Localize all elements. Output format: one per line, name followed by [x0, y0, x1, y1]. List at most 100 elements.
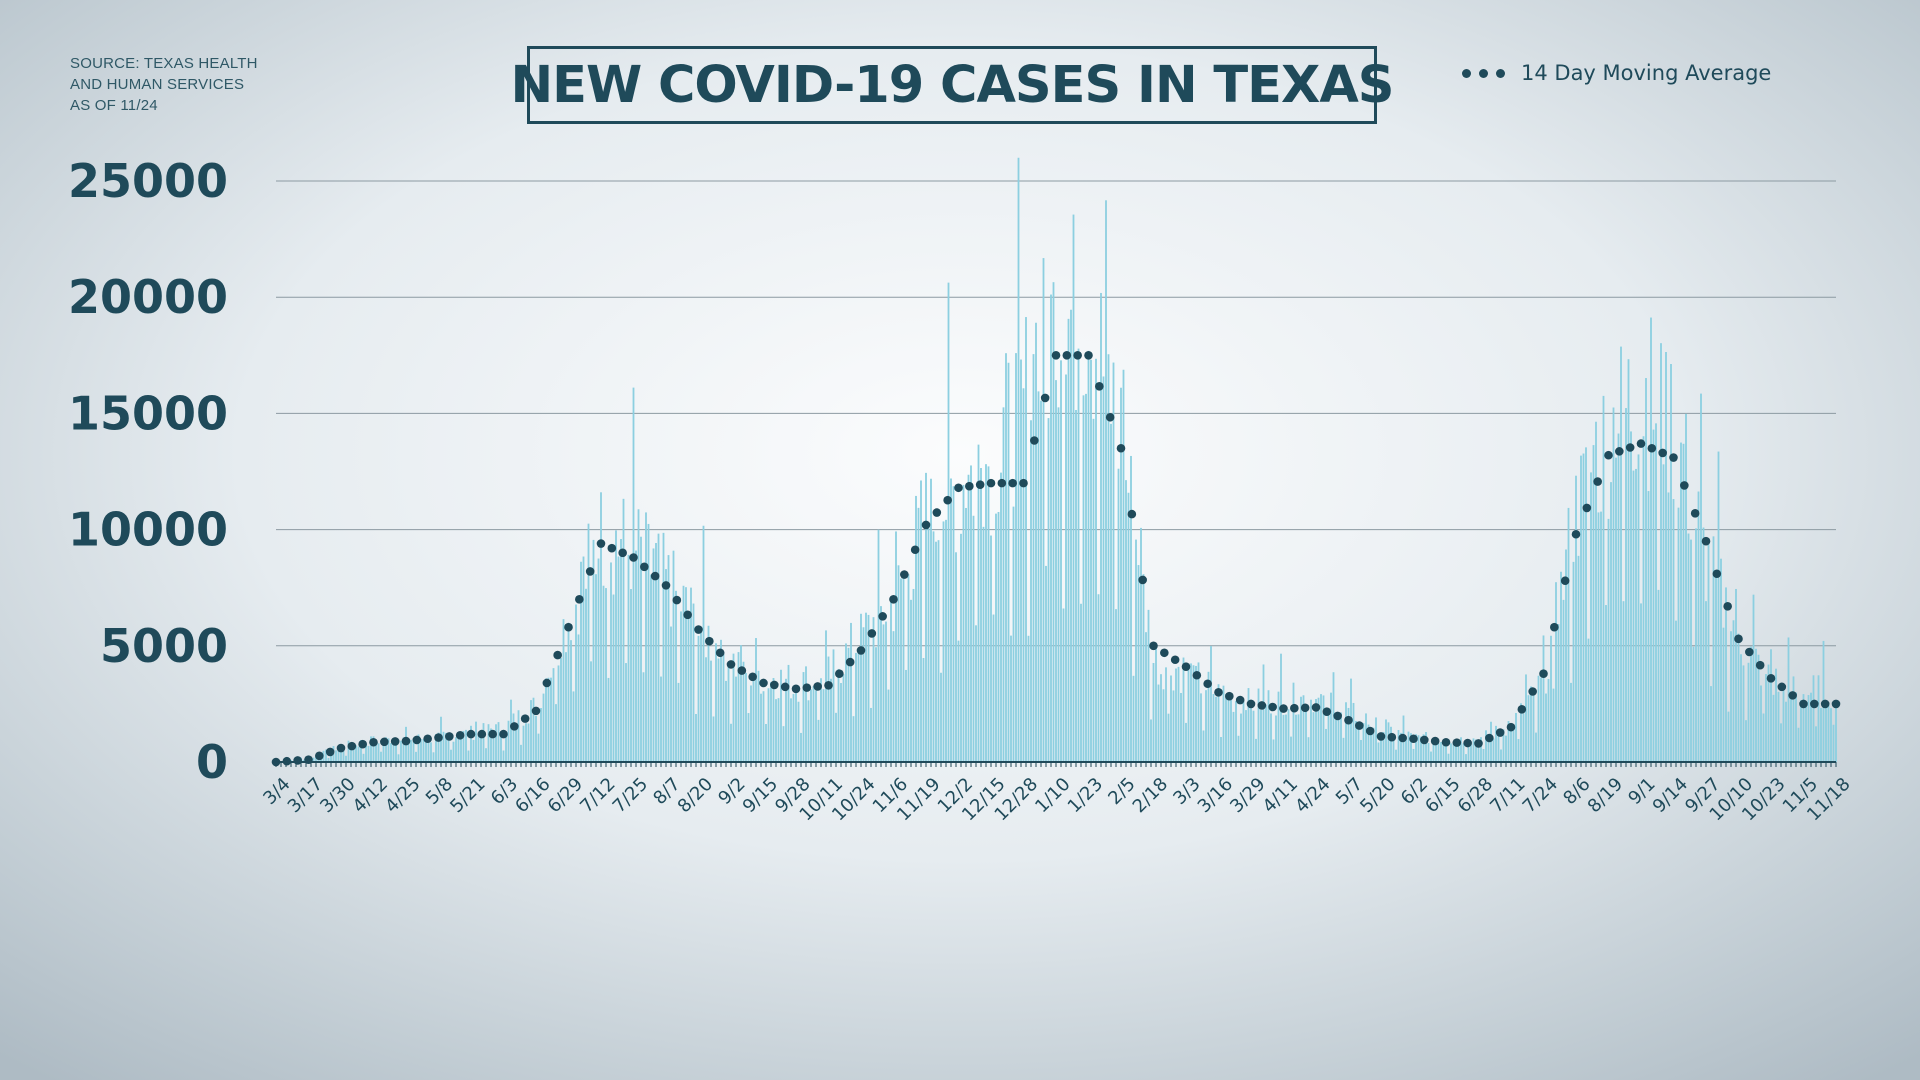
daily-bar	[1530, 686, 1532, 762]
moving-average-point	[390, 737, 400, 746]
daily-bar	[1007, 362, 1010, 762]
daily-bar	[1662, 464, 1665, 762]
moving-average-point	[380, 737, 389, 747]
daily-bar	[982, 526, 985, 762]
daily-bar	[1445, 743, 1447, 762]
daily-bar	[1685, 413, 1687, 762]
moving-average-point	[900, 570, 909, 579]
daily-bar	[1220, 737, 1222, 762]
daily-bar	[595, 574, 597, 762]
daily-bar	[1567, 507, 1570, 762]
daily-bar	[1165, 667, 1167, 762]
daily-bar	[1382, 732, 1385, 762]
daily-bar	[527, 723, 530, 762]
daily-bar	[547, 677, 550, 762]
moving-average-point	[705, 636, 714, 646]
daily-bar	[1697, 491, 1700, 762]
daily-bar	[1762, 713, 1765, 762]
daily-bar	[1442, 742, 1445, 762]
daily-bar	[572, 691, 575, 762]
daily-bar	[710, 660, 712, 762]
daily-bar	[1572, 561, 1575, 762]
daily-bar	[1450, 743, 1452, 762]
daily-bar	[1112, 362, 1115, 762]
daily-bar	[1645, 378, 1647, 762]
daily-bar	[1695, 528, 1697, 762]
daily-bar	[1730, 631, 1732, 762]
daily-bar	[1682, 443, 1685, 762]
daily-bar	[777, 698, 780, 762]
daily-bar	[1650, 317, 1652, 762]
daily-bar	[1145, 632, 1147, 762]
daily-bar	[660, 676, 662, 762]
moving-average-point	[650, 571, 660, 581]
x-tick-label: 4/25	[381, 774, 424, 817]
daily-bar	[1322, 695, 1325, 762]
daily-bar	[940, 672, 942, 762]
daily-bar	[1285, 714, 1287, 762]
daily-bar	[1222, 685, 1225, 762]
daily-bar	[1255, 738, 1257, 762]
daily-bar	[1427, 742, 1430, 762]
daily-bar	[1570, 682, 1572, 762]
moving-average-point	[791, 684, 801, 694]
moving-average-point	[369, 737, 378, 747]
moving-average-point	[1636, 439, 1646, 448]
daily-bar	[967, 474, 970, 762]
daily-bar	[1422, 734, 1425, 762]
moving-average-point	[1615, 447, 1624, 456]
daily-bar	[515, 725, 517, 762]
daily-bar	[1250, 699, 1252, 762]
moving-average-point	[780, 682, 790, 692]
daily-bar	[907, 574, 910, 762]
x-tick-label: 3/16	[1194, 774, 1237, 817]
daily-bar	[752, 678, 755, 762]
daily-bar	[1150, 719, 1152, 762]
daily-bar	[1245, 710, 1247, 762]
moving-average-point	[477, 729, 487, 739]
daily-bar	[1197, 662, 1200, 762]
daily-bar	[540, 707, 542, 762]
daily-bar	[805, 666, 807, 762]
daily-bar	[1510, 723, 1512, 762]
moving-average-point	[488, 729, 497, 739]
x-tick-label: 1/23	[1064, 774, 1107, 817]
chart-title-box: NEW COVID-19 CASES IN TEXAS	[510, 46, 1395, 124]
moving-average-point	[542, 678, 552, 688]
daily-bar	[1342, 737, 1345, 762]
daily-bar	[1387, 722, 1390, 762]
moving-average-point	[1831, 699, 1841, 709]
daily-bar	[420, 739, 422, 762]
daily-bar	[335, 750, 337, 762]
daily-bar	[1207, 671, 1210, 762]
daily-bar	[1417, 735, 1420, 762]
daily-bar	[1735, 588, 1737, 762]
moving-average-point	[434, 733, 443, 742]
moving-average-point	[1550, 622, 1559, 632]
daily-bar	[1522, 713, 1525, 762]
daily-bar	[1390, 726, 1392, 762]
source-line-1: SOURCE: TEXAS HEALTH	[70, 55, 258, 72]
daily-bar	[740, 645, 742, 762]
moving-average-point	[1669, 453, 1678, 462]
daily-bar	[950, 478, 952, 762]
daily-bar	[1635, 468, 1637, 762]
daily-bar	[1652, 429, 1655, 762]
daily-bar	[1320, 694, 1322, 762]
moving-average-point	[1734, 634, 1743, 644]
moving-average-point	[986, 478, 996, 488]
daily-bar	[1252, 710, 1255, 762]
daily-bar	[1147, 609, 1150, 762]
x-tick-label: 6/16	[511, 774, 554, 817]
daily-bar	[435, 733, 437, 762]
daily-bar	[690, 587, 692, 762]
daily-bar	[625, 663, 627, 762]
daily-bar	[1240, 713, 1242, 762]
daily-bar	[592, 539, 595, 762]
daily-bar	[510, 699, 512, 762]
daily-bar	[895, 531, 897, 762]
moving-average-point	[1690, 509, 1700, 518]
daily-bar	[1395, 749, 1397, 762]
daily-bar	[1057, 407, 1060, 762]
daily-bar	[442, 731, 445, 762]
